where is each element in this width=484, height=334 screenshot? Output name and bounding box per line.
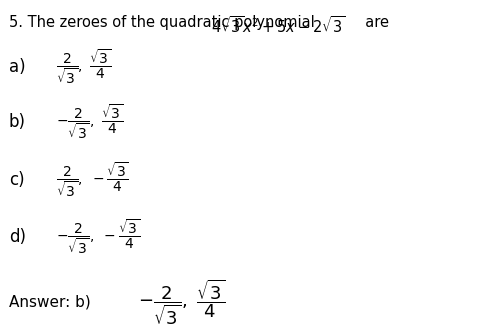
Text: are: are bbox=[356, 15, 389, 30]
Text: d): d) bbox=[9, 228, 26, 246]
Text: b): b) bbox=[9, 113, 26, 131]
Text: Answer: b): Answer: b) bbox=[9, 295, 95, 310]
Text: $-\dfrac{2}{\sqrt{3}},\ -\dfrac{\sqrt{3}}{4}$: $-\dfrac{2}{\sqrt{3}},\ -\dfrac{\sqrt{3}… bbox=[56, 218, 140, 256]
Text: $4\sqrt{3}x^2+5x-2\sqrt{3}$: $4\sqrt{3}x^2+5x-2\sqrt{3}$ bbox=[211, 15, 345, 36]
Text: $\dfrac{2}{\sqrt{3}},\ \dfrac{\sqrt{3}}{4}$: $\dfrac{2}{\sqrt{3}},\ \dfrac{\sqrt{3}}{… bbox=[56, 48, 111, 86]
Text: $-\dfrac{2}{\sqrt{3}},\ \dfrac{\sqrt{3}}{4}$: $-\dfrac{2}{\sqrt{3}},\ \dfrac{\sqrt{3}}… bbox=[138, 277, 225, 327]
Text: 5. The zeroes of the quadratic polynomial: 5. The zeroes of the quadratic polynomia… bbox=[9, 15, 319, 30]
Text: c): c) bbox=[9, 171, 24, 189]
Text: $-\dfrac{2}{\sqrt{3}},\ \dfrac{\sqrt{3}}{4}$: $-\dfrac{2}{\sqrt{3}},\ \dfrac{\sqrt{3}}… bbox=[56, 103, 123, 141]
Text: a): a) bbox=[9, 58, 25, 76]
Text: $\dfrac{2}{\sqrt{3}},\ -\dfrac{\sqrt{3}}{4}$: $\dfrac{2}{\sqrt{3}},\ -\dfrac{\sqrt{3}}… bbox=[56, 161, 128, 199]
